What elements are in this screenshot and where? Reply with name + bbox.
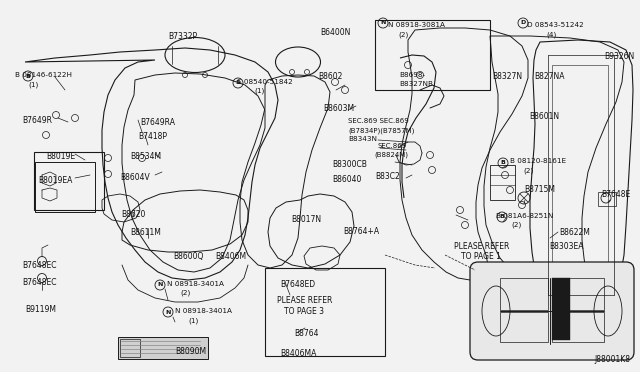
Ellipse shape [482,286,510,336]
Text: B 08146-6122H: B 08146-6122H [15,72,72,78]
Text: TO PAGE 1: TO PAGE 1 [461,252,501,261]
Text: B8611M: B8611M [130,228,161,237]
Text: B9326N: B9326N [604,52,634,61]
Bar [500,312,548,342]
Text: B6400N: B6400N [320,28,350,37]
Text: J88001K8: J88001K8 [594,355,630,364]
Text: B8327N: B8327N [492,72,522,81]
Bar [265,268,385,356]
Text: B8019E: B8019E [46,152,75,161]
Text: B86040: B86040 [332,175,362,184]
Text: B8327NB: B8327NB [399,81,433,87]
Text: B8698-: B8698- [399,72,425,78]
Text: B827NA: B827NA [534,72,564,81]
Text: B8620: B8620 [121,210,145,219]
Text: N: N [165,310,171,314]
Bar [598,192,616,206]
Text: B8406M: B8406M [215,252,246,261]
FancyBboxPatch shape [470,262,634,360]
Text: B83C2: B83C2 [375,172,400,181]
Text: B 081A6-8251N: B 081A6-8251N [496,213,554,219]
Text: (1): (1) [28,81,38,87]
Text: B8090M: B8090M [175,347,206,356]
Text: N 08918-3081A: N 08918-3081A [388,22,445,28]
Text: S 08540-51842: S 08540-51842 [237,79,292,85]
Bar [552,278,604,310]
Text: D 08543-51242: D 08543-51242 [527,22,584,28]
Text: B7649RA: B7649RA [140,118,175,127]
Text: (B8824M): (B8824M) [374,152,408,158]
Text: B: B [500,215,504,219]
Text: B7649R: B7649R [22,116,52,125]
Text: B7648E: B7648E [601,190,630,199]
Text: B8406MA: B8406MA [280,349,316,358]
Text: B8715M: B8715M [524,185,555,194]
Text: (2): (2) [511,222,521,228]
Text: (2): (2) [523,167,533,173]
Text: B8017N: B8017N [291,215,321,224]
Bar [120,339,140,357]
Text: S: S [236,80,240,86]
Bar [552,312,604,342]
Text: N 08918-3401A: N 08918-3401A [175,308,232,314]
Bar [34,152,104,210]
Text: B8604V: B8604V [120,173,150,182]
Text: B8601N: B8601N [529,112,559,121]
Text: B8600Q: B8600Q [173,252,204,261]
Text: TO PAGE 3: TO PAGE 3 [284,307,324,316]
Text: PLEASE REFER: PLEASE REFER [454,242,509,251]
Text: SEC.869 SEC.869: SEC.869 SEC.869 [348,118,409,124]
Text: (2): (2) [398,31,408,38]
Bar [552,278,570,340]
Text: B: B [26,74,31,78]
Text: B8343N: B8343N [348,136,377,142]
Text: B8602: B8602 [318,72,342,81]
Text: SEC.869: SEC.869 [377,143,406,149]
Text: B8764+A: B8764+A [343,227,379,236]
Text: D: D [520,20,525,26]
Text: B8019EA: B8019EA [38,176,72,185]
Text: B8303EA: B8303EA [549,242,584,251]
Text: B 08120-8161E: B 08120-8161E [510,158,566,164]
Bar [552,65,608,285]
Text: (1): (1) [188,317,198,324]
Text: B7418P: B7418P [138,132,167,141]
Text: B9119M: B9119M [25,305,56,314]
Text: N: N [157,282,163,288]
Text: B7332P: B7332P [168,32,197,41]
Text: B: B [500,160,506,166]
Bar [118,337,208,359]
Text: (4): (4) [546,31,556,38]
Text: B8764: B8764 [294,329,319,338]
Text: (B7834P)(B7857M): (B7834P)(B7857M) [348,127,414,134]
Bar [35,162,95,212]
Text: (2): (2) [180,290,190,296]
Text: B8603M: B8603M [323,104,354,113]
Bar [490,165,515,200]
Text: PLEASE REFER: PLEASE REFER [277,296,332,305]
Bar [375,20,490,90]
Text: (1): (1) [254,88,264,94]
Text: B7648EC: B7648EC [22,261,56,270]
Text: N 08918-3401A: N 08918-3401A [167,281,224,287]
Text: B7648EC: B7648EC [22,278,56,287]
Text: B8300CB: B8300CB [332,160,367,169]
Text: B7648ED: B7648ED [280,280,315,289]
Text: B8534M: B8534M [130,152,161,161]
Ellipse shape [594,286,622,336]
Text: N: N [380,20,386,26]
Text: B8622M: B8622M [559,228,590,237]
Bar [500,278,548,310]
